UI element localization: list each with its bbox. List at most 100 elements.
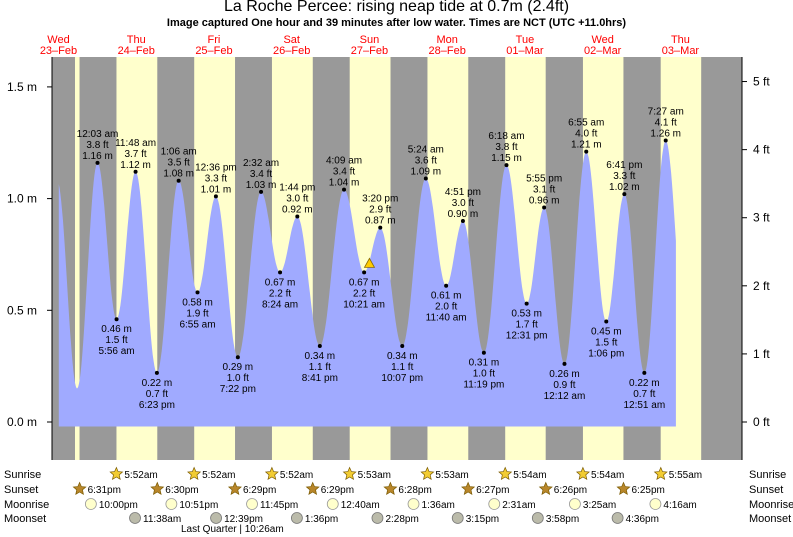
sunrise-icon bbox=[575, 466, 590, 481]
moonrise-icon bbox=[326, 498, 339, 510]
high-tide-point bbox=[622, 192, 627, 197]
high-tide-meters: 0.90 m bbox=[448, 209, 479, 220]
sunset-time: 6:25pm bbox=[632, 485, 665, 496]
moonrise-icon bbox=[569, 498, 581, 510]
high-tide-meters: 1.04 m bbox=[329, 178, 360, 189]
high-tide-point bbox=[504, 163, 509, 168]
low-tide-time: 12:31 pm bbox=[506, 331, 548, 342]
low-tide-meters: 0.61 m bbox=[431, 291, 462, 302]
high-tide-time: 12:03 am bbox=[77, 129, 119, 140]
low-tide-time: 11:40 am bbox=[426, 313, 467, 324]
low-tide-feet: 1.0 ft bbox=[473, 369, 495, 380]
day-header-weekday: Tue bbox=[516, 34, 535, 46]
high-tide-point bbox=[133, 169, 138, 174]
row-label-sunrise-left: Sunrise bbox=[4, 469, 41, 481]
moonrise-icon bbox=[649, 498, 662, 510]
high-tide-feet: 3.0 ft bbox=[452, 198, 474, 209]
high-tide-time: 12:36 pm bbox=[195, 162, 237, 173]
low-tide-meters: 0.34 m bbox=[305, 351, 336, 362]
low-tide-time: 10:07 pm bbox=[381, 373, 423, 384]
sunset-icon bbox=[305, 481, 320, 496]
sunset-time: 6:27pm bbox=[476, 485, 509, 496]
moonset-icon bbox=[291, 512, 303, 524]
low-tide-feet: 0.7 ft bbox=[633, 389, 655, 400]
moonset-time: 4:36pm bbox=[626, 514, 659, 525]
day-header-date: 23–Feb bbox=[40, 45, 77, 57]
row-label-sunrise-right: Sunrise bbox=[749, 469, 786, 481]
high-tide-feet: 3.4 ft bbox=[250, 169, 272, 180]
day-header-date: 03–Mar bbox=[662, 45, 700, 57]
y-tick-label-left: 1.5 m bbox=[7, 80, 37, 94]
row-label-moonrise-left: Moonrise bbox=[4, 499, 49, 511]
day-header-weekday: Sat bbox=[283, 34, 300, 46]
moonset-icon bbox=[129, 512, 141, 524]
high-tide-point bbox=[342, 187, 347, 192]
y-tick-label-left: 0.5 m bbox=[7, 303, 37, 317]
high-tide-meters: 1.09 m bbox=[411, 166, 442, 177]
low-tide-meters: 0.34 m bbox=[387, 351, 418, 362]
page-title: La Roche Percee: rising neap tide at 0.7… bbox=[223, 0, 570, 15]
low-tide-time: 11:19 pm bbox=[463, 380, 504, 391]
row-label-sunset-right: Sunset bbox=[749, 484, 783, 496]
moonset-time: 2:28pm bbox=[385, 514, 418, 525]
y-tick-label-right: 2 ft bbox=[753, 279, 770, 293]
sunset-icon bbox=[227, 481, 242, 496]
high-tide-point bbox=[460, 218, 465, 223]
low-tide-meters: 0.45 m bbox=[591, 326, 622, 337]
low-tide-time: 12:12 am bbox=[544, 391, 586, 402]
moonset-icon bbox=[611, 512, 624, 524]
row-label-moonset-left: Moonset bbox=[4, 513, 46, 525]
moonset-time: 1:36pm bbox=[305, 514, 338, 525]
low-tide-meters: 0.67 m bbox=[349, 277, 380, 288]
low-tide-meters: 0.22 m bbox=[629, 378, 660, 389]
high-tide-time: 1:06 am bbox=[161, 147, 197, 158]
low-tide-meters: 0.26 m bbox=[549, 369, 580, 380]
high-tide-feet: 2.9 ft bbox=[369, 205, 391, 216]
low-tide-point bbox=[562, 361, 567, 366]
moonrise-time: 10:00pm bbox=[99, 500, 138, 511]
low-tide-point bbox=[362, 270, 367, 275]
high-tide-time: 4:51 pm bbox=[445, 187, 481, 198]
row-label-moonrise-right: Moonrise bbox=[749, 499, 793, 511]
day-header-date: 25–Feb bbox=[195, 45, 232, 57]
day-header-date: 28–Feb bbox=[429, 45, 466, 57]
high-tide-time: 5:24 am bbox=[408, 144, 444, 155]
high-tide-meters: 0.96 m bbox=[529, 196, 560, 207]
sunset-time: 6:26pm bbox=[554, 485, 587, 496]
low-tide-point bbox=[154, 370, 159, 375]
sunset-icon bbox=[616, 481, 631, 496]
low-tide-point bbox=[642, 370, 647, 375]
row-label-moonset-right: Moonset bbox=[749, 513, 791, 525]
low-tide-time: 12:51 am bbox=[623, 400, 665, 411]
sunset-time: 6:28pm bbox=[398, 485, 431, 496]
sunset-icon bbox=[461, 481, 476, 496]
low-tide-meters: 0.67 m bbox=[265, 277, 296, 288]
day-header-weekday: Thu bbox=[671, 34, 690, 46]
high-tide-point bbox=[95, 160, 100, 165]
day-header-weekday: Fri bbox=[208, 34, 221, 46]
night-band bbox=[701, 57, 742, 460]
sunset-icon bbox=[150, 481, 165, 496]
low-tide-time: 8:24 am bbox=[262, 299, 298, 310]
moonrise-time: 1:36am bbox=[422, 500, 455, 511]
moonrise-icon bbox=[246, 498, 258, 510]
low-tide-point bbox=[195, 290, 200, 295]
sunrise-icon bbox=[498, 466, 513, 481]
moonset-time: 11:38am bbox=[143, 514, 181, 525]
sunset-time: 6:31pm bbox=[88, 485, 121, 496]
sunrise-time: 5:55am bbox=[669, 470, 702, 481]
day-header-date: 01–Mar bbox=[506, 45, 544, 57]
moonset-icon bbox=[371, 512, 384, 524]
low-tide-feet: 0.7 ft bbox=[146, 389, 168, 400]
low-tide-point bbox=[317, 344, 322, 349]
sunrise-time: 5:54am bbox=[513, 470, 546, 481]
high-tide-time: 11:48 am bbox=[115, 138, 156, 149]
sunrise-icon bbox=[420, 466, 435, 481]
page-subtitle: Image captured One hour and 39 minutes a… bbox=[166, 17, 627, 29]
sunrise-time: 5:52am bbox=[124, 470, 157, 481]
high-tide-time: 6:41 pm bbox=[606, 160, 642, 171]
low-tide-point bbox=[481, 350, 486, 355]
sunrise-time: 5:52am bbox=[202, 470, 235, 481]
low-tide-time: 10:21 am bbox=[343, 299, 385, 310]
